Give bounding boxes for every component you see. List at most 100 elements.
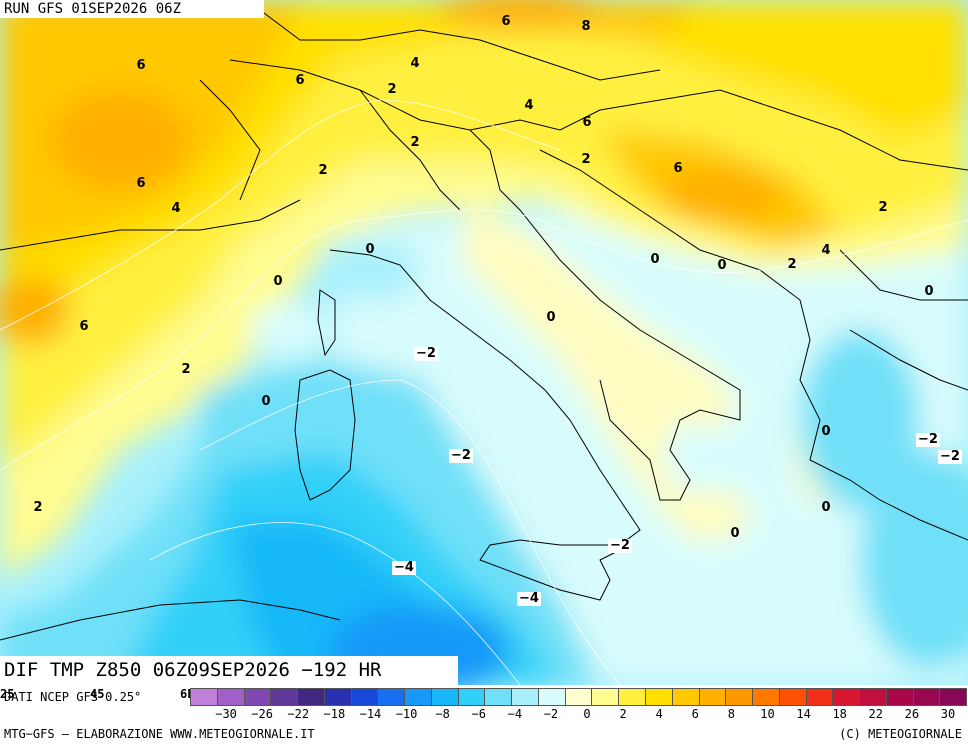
legend-tick-label: −26 — [251, 707, 274, 721]
legend-tick-label: 8 — [727, 707, 736, 721]
legend-swatch — [404, 688, 432, 706]
legend-swatch — [484, 688, 513, 706]
legend-tick-label: 22 — [868, 707, 883, 721]
coastlines — [0, 9, 968, 641]
contour-label: 2 — [387, 82, 397, 97]
contour-label: 2 — [878, 200, 888, 215]
footer-copyright: (C) METEOGIORNALE — [839, 727, 962, 741]
contour-label: 6 — [136, 58, 146, 73]
contour-label: 0 — [650, 252, 660, 267]
legend-tick-label: −8 — [435, 707, 450, 721]
legend-swatch — [511, 688, 539, 706]
legend-swatch — [430, 688, 459, 706]
contour-label: 0 — [924, 284, 934, 299]
contour-label: −2 — [608, 538, 632, 553]
legend-tick-label: 4 — [655, 707, 663, 721]
legend-tick-label: 30 — [940, 707, 956, 721]
legend-tick-label: 18 — [832, 707, 847, 721]
map-title: DIF TMP Z850 06Z09SEP2026 −192 HR — [0, 656, 458, 685]
legend-tick-label: 0 — [583, 707, 591, 721]
legend-tick-label: −6 — [471, 707, 486, 721]
legend-swatch — [564, 688, 593, 706]
legend-tick-label: 14 — [796, 707, 811, 721]
legend-swatch — [216, 688, 245, 706]
legend-swatch — [591, 688, 620, 706]
legend-swatch — [752, 688, 780, 706]
contour-label: −4 — [392, 560, 416, 575]
legend-swatch — [805, 688, 834, 706]
legend-swatch — [698, 688, 727, 706]
contour-label: 6 — [582, 115, 592, 130]
legend-swatch — [939, 688, 968, 706]
legend-swatch — [645, 688, 673, 706]
legend-swatch — [671, 688, 700, 706]
legend-swatch — [618, 688, 647, 706]
legend-swatch — [243, 688, 272, 706]
isolines — [0, 99, 968, 685]
color-legend — [190, 688, 968, 706]
corner-mark-left: 25 — [0, 687, 15, 701]
legend-swatch — [725, 688, 754, 706]
legend-swatch — [537, 688, 566, 706]
contour-label: 4 — [524, 98, 534, 113]
legend-swatch — [885, 688, 914, 706]
contour-label: 2 — [181, 362, 191, 377]
corner-mark-mid: 45 — [90, 687, 105, 701]
contour-label: 4 — [171, 201, 181, 216]
legend-swatch — [832, 688, 861, 706]
contour-label: 6 — [136, 176, 146, 191]
contour-label: −2 — [449, 448, 473, 463]
legend-swatch — [457, 688, 486, 706]
legend-tick-label: −18 — [323, 707, 346, 721]
contour-label: 4 — [410, 56, 420, 71]
legend-tick-label: −10 — [395, 707, 418, 721]
contour-label: 6 — [295, 73, 305, 88]
legend-swatch — [270, 688, 299, 706]
legend-tick-label: −2 — [543, 707, 559, 721]
contour-label: 8 — [581, 19, 591, 34]
legend-tick-label: −4 — [507, 707, 523, 721]
contour-label: 0 — [717, 258, 727, 273]
legend-swatch — [350, 688, 379, 706]
map-field-layer — [0, 0, 968, 685]
contour-label: −2 — [938, 449, 962, 464]
contour-label: 0 — [365, 242, 375, 257]
legend-swatch — [323, 688, 352, 706]
contour-label: 0 — [821, 500, 831, 515]
contour-label: 2 — [33, 500, 43, 515]
contour-label: 2 — [318, 163, 328, 178]
legend-swatch — [912, 688, 941, 706]
contour-label: 0 — [730, 526, 740, 541]
run-label: RUN GFS 01SEP2026 06Z — [0, 0, 264, 18]
contour-label: 4 — [821, 243, 831, 258]
legend-swatch — [190, 688, 218, 706]
legend-swatch — [297, 688, 325, 706]
legend-tick-label: 10 — [760, 707, 775, 721]
legend-tick-label: 6 — [691, 707, 699, 721]
legend-swatch — [859, 688, 887, 706]
legend-swatch — [377, 688, 406, 706]
footer-credit: MTG−GFS — ELABORAZIONE WWW.METEOGIORNALE… — [4, 727, 315, 741]
contour-label: 6 — [501, 14, 511, 29]
legend-ticks: −30 −26 −22 −18 −14 −10 −8 −6 −4 −2 0 2 4 6 8 10 14 18 22 2… — [190, 707, 966, 723]
legend-tick-label: −14 — [359, 707, 382, 721]
data-source-label: DATI NCEP GFS 0.25° — [4, 690, 142, 704]
contour-label: −4 — [517, 591, 541, 606]
contour-label: −2 — [916, 432, 940, 447]
contour-label: 0 — [261, 394, 271, 409]
contour-label: 2 — [787, 257, 797, 272]
legend-tick-label: 26 — [904, 707, 920, 721]
legend-swatch — [778, 688, 807, 706]
contour-label: 2 — [410, 135, 420, 150]
contour-label: 0 — [273, 274, 283, 289]
legend-tick-label: −30 — [215, 707, 237, 721]
contour-label: 0 — [546, 310, 556, 325]
contour-label: −2 — [414, 346, 438, 361]
legend-tick-label: −22 — [287, 707, 310, 721]
temperature-anomaly-map: 6 8 6 4 6 2 4 6 2 2 6 2 6 4 2 0 4 0 0 2 0 0 0 6 −2 2 0 0 −2 −2 −2 0 2 0 −2… — [0, 0, 968, 685]
contour-label: 6 — [673, 161, 683, 176]
contour-label: 6 — [79, 319, 89, 334]
legend-tick-label: 2 — [619, 707, 627, 721]
contour-label: 2 — [581, 152, 591, 167]
contour-label: 0 — [821, 424, 831, 439]
